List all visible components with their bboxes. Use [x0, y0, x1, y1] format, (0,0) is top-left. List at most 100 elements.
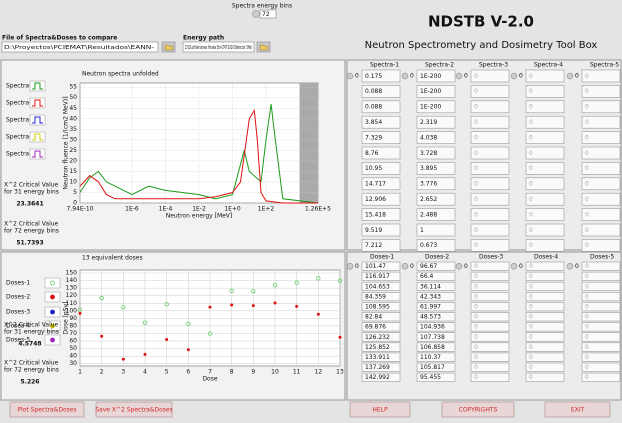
table-cell	[361, 239, 401, 252]
button-face[interactable]	[544, 401, 611, 418]
index-spinner[interactable]	[401, 263, 409, 270]
button-face[interactable]	[349, 401, 411, 418]
cell-value: 0	[474, 119, 478, 126]
legend-label: Doses-4	[6, 323, 30, 330]
button[interactable]: COPYRIGHTS	[441, 401, 515, 418]
index-spinner[interactable]	[566, 72, 574, 80]
table-cell	[470, 372, 510, 382]
bins-spinner[interactable]	[252, 10, 260, 18]
energy-path-box[interactable]	[182, 41, 255, 53]
index-spinner[interactable]	[455, 263, 463, 270]
legend-glyph	[32, 133, 43, 141]
cell-value: 125.852	[365, 344, 390, 351]
table-cell	[470, 332, 510, 342]
cell-value: 48.573	[420, 314, 441, 321]
cell-value: 1E-200	[420, 88, 441, 95]
table-cell	[416, 271, 456, 281]
index-spinner[interactable]	[401, 72, 409, 80]
index-spinner[interactable]	[510, 263, 518, 270]
dose-point	[273, 301, 277, 305]
cell-value: 116.917	[365, 273, 390, 280]
table-cell	[525, 162, 565, 175]
button-face[interactable]	[9, 401, 85, 418]
button-label[interactable]: Plot Spectra&Doses	[17, 407, 76, 414]
table-cell	[416, 146, 456, 160]
dose-point	[164, 302, 169, 307]
button[interactable]: EXIT	[544, 401, 611, 418]
legend-glyph	[50, 337, 55, 343]
file-path-box[interactable]	[1, 41, 159, 53]
table-cell	[361, 302, 401, 312]
cell-value: 0	[585, 324, 589, 331]
column-header: Spectra-2	[425, 62, 454, 69]
cell-value: 0	[474, 303, 478, 310]
x-tick-label: 1	[78, 369, 82, 376]
button[interactable]: Plot Spectra&Doses	[9, 401, 85, 418]
legend-glyph-box	[29, 131, 46, 143]
table-cell	[581, 115, 621, 129]
table-cell	[361, 332, 401, 342]
energy-label: Energy path	[183, 35, 224, 42]
table-cell	[581, 332, 621, 342]
cell-value: 0	[585, 303, 589, 310]
button-label[interactable]: Save X^2 Spectra&Doses	[95, 407, 173, 414]
table-cell	[581, 271, 621, 281]
cell-value: 133.911	[365, 354, 390, 361]
bins-box[interactable]	[259, 9, 277, 19]
column-header: Doses-2	[425, 254, 449, 261]
index-value: 0	[519, 263, 523, 270]
y-tick-label: 55	[69, 84, 77, 91]
dose-point	[251, 289, 256, 294]
cell-value: 0	[529, 263, 533, 270]
table-cell	[525, 146, 565, 160]
index-spinner[interactable]	[566, 263, 574, 270]
x-tick-label: 7	[208, 369, 212, 376]
y-tick-label: 30	[69, 136, 77, 143]
table-cell	[581, 131, 621, 144]
index-spinner[interactable]	[510, 72, 518, 80]
index-value: 0	[410, 263, 414, 270]
button-label[interactable]: EXIT	[571, 407, 585, 414]
table-cell	[416, 322, 456, 332]
index-spinner[interactable]	[455, 72, 463, 80]
x-tick-label: 7.94E-10	[67, 206, 94, 213]
button-face[interactable]	[95, 401, 173, 418]
x-tick-label: 9	[251, 369, 255, 376]
table-cell	[470, 261, 510, 271]
table-cell	[416, 239, 456, 252]
y-tick-label: 35	[69, 126, 77, 133]
button-label[interactable]: HELP	[372, 407, 388, 414]
table-cell	[416, 69, 456, 83]
app-subtitle: Neutron Spectrometry and Dosimetry Tool …	[365, 40, 598, 51]
y-tick-label: 140	[66, 277, 78, 284]
button-face[interactable]	[441, 401, 515, 418]
cell-value: 9.519	[365, 227, 382, 234]
table-cell	[470, 362, 510, 372]
y-tick-label: 60	[69, 338, 77, 345]
cell-value: 0	[529, 314, 533, 321]
table-cell	[525, 85, 565, 98]
stat-label: X^2 Critical Value	[4, 182, 59, 189]
button-label[interactable]: COPYRIGHTS	[459, 407, 498, 414]
table-cell	[581, 281, 621, 292]
table-cell	[361, 261, 401, 271]
button[interactable]: HELP	[349, 401, 411, 418]
cell-value: 1	[420, 227, 424, 234]
table-cell	[361, 312, 401, 322]
button[interactable]: Save X^2 Spectra&Doses	[95, 401, 173, 418]
cell-value: 142.992	[365, 374, 390, 381]
table-cell	[525, 342, 565, 352]
table-cell	[525, 332, 565, 342]
index-spinner[interactable]	[346, 263, 354, 270]
legend-label: Doses-1	[6, 280, 30, 287]
dose-point	[251, 304, 255, 308]
cell-value: 137.269	[365, 364, 390, 371]
y-tick-label: 30	[69, 360, 77, 367]
table-cell	[416, 261, 456, 271]
index-spinner[interactable]	[346, 72, 354, 80]
x-tick-label: 5	[165, 369, 169, 376]
table-cell	[525, 372, 565, 382]
cell-value: 0	[585, 119, 589, 126]
cell-value: 0	[529, 334, 533, 341]
x-tick-label: 10	[271, 369, 279, 376]
